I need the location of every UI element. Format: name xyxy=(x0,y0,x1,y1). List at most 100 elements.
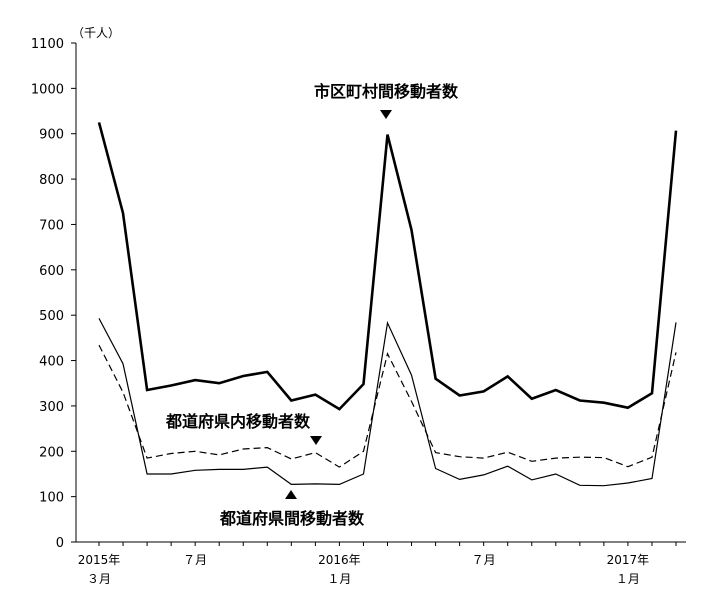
data-point-s0 xyxy=(411,229,413,231)
data-point-s2 xyxy=(242,469,244,471)
data-point-s1 xyxy=(603,457,605,459)
y-tick-label: 0 xyxy=(56,536,64,551)
data-point-s2 xyxy=(651,478,653,480)
data-point-s0 xyxy=(675,130,677,132)
data-point-s1 xyxy=(98,344,100,346)
data-point-s1 xyxy=(291,458,293,460)
data-point-s0 xyxy=(531,398,533,400)
series-line-2 xyxy=(98,318,677,487)
data-point-s2 xyxy=(194,470,196,472)
data-point-s2 xyxy=(218,469,220,471)
data-point-s2 xyxy=(627,482,629,484)
annotation-layer: 市区町村間移動者数 都道府県内移動者数 都道府県間移動者数 xyxy=(165,82,459,528)
data-point-s1 xyxy=(411,401,413,403)
data-point-s0 xyxy=(194,379,196,381)
data-point-s0 xyxy=(339,408,341,410)
data-point-s2 xyxy=(315,483,317,485)
data-point-s1 xyxy=(531,460,533,462)
data-point-s2 xyxy=(266,466,268,468)
data-point-s1 xyxy=(627,466,629,468)
data-point-s2 xyxy=(435,468,437,470)
data-point-s0 xyxy=(555,389,557,391)
data-point-s0 xyxy=(579,400,581,402)
annotation-municipal-label: 市区町村間移動者数 xyxy=(314,82,459,101)
y-tick-label: 700 xyxy=(39,218,64,233)
data-point-s2 xyxy=(411,374,413,376)
data-point-s0 xyxy=(363,383,365,385)
data-point-s0 xyxy=(435,378,437,380)
data-point-s0 xyxy=(459,395,461,397)
data-point-s2 xyxy=(507,465,509,467)
data-point-s1 xyxy=(507,451,509,453)
x-tick-label-month: １月 xyxy=(616,572,640,586)
y-tick-label: 300 xyxy=(39,400,64,415)
data-point-s2 xyxy=(531,479,533,481)
data-point-s1 xyxy=(363,450,365,452)
data-point-s2 xyxy=(146,473,148,475)
data-point-s0 xyxy=(507,376,509,378)
x-tick-label-month: ７月 xyxy=(472,553,496,567)
annotation-inter-prefecture-label: 都道府県間移動者数 xyxy=(219,509,365,528)
data-point-s1 xyxy=(122,392,124,394)
data-point-s1 xyxy=(387,353,389,355)
annotation-inter-prefecture-marker xyxy=(285,490,297,499)
data-point-s1 xyxy=(315,452,317,454)
data-point-s1 xyxy=(483,457,485,459)
data-point-s0 xyxy=(651,392,653,394)
data-point-s1 xyxy=(555,457,557,459)
data-point-s0 xyxy=(122,212,124,214)
x-tick-label-month: ７月 xyxy=(183,553,207,567)
data-point-s1 xyxy=(339,466,341,468)
x-tick-label-year: 2016年 xyxy=(318,553,361,567)
data-point-s0 xyxy=(315,394,317,396)
y-tick-label: 200 xyxy=(39,445,64,460)
x-tick-label-month: １月 xyxy=(327,572,351,586)
data-point-s0 xyxy=(146,389,148,391)
y-tick-label: 100 xyxy=(39,491,64,506)
y-tick-label: 800 xyxy=(39,173,64,188)
data-point-s1 xyxy=(675,352,677,354)
data-point-s2 xyxy=(122,363,124,365)
data-point-s1 xyxy=(579,456,581,458)
series-layer xyxy=(97,122,678,487)
data-point-s1 xyxy=(218,454,220,456)
y-tick-label: 1100 xyxy=(31,37,64,52)
data-point-s0 xyxy=(218,382,220,384)
data-point-s2 xyxy=(483,474,485,476)
data-point-s2 xyxy=(363,473,365,475)
x-axis: 2015年 ３月 ７月 2016年 １月 ７月 2017年 １月 xyxy=(76,541,686,586)
annotation-intra-prefecture-marker xyxy=(310,436,322,445)
data-point-s1 xyxy=(651,456,653,458)
data-point-s1 xyxy=(242,448,244,450)
y-tick-label: 600 xyxy=(39,264,64,279)
data-point-s0 xyxy=(170,385,172,387)
data-point-s1 xyxy=(194,450,196,452)
series-line-1 xyxy=(98,344,677,468)
data-point-s0 xyxy=(387,134,389,136)
data-point-s2 xyxy=(339,484,341,486)
y-tick-label: 1000 xyxy=(31,82,64,97)
x-tick-label-year: 2017年 xyxy=(607,553,650,567)
y-tick-label: 500 xyxy=(39,309,64,324)
data-point-s0 xyxy=(603,402,605,404)
data-point-s1 xyxy=(266,447,268,449)
y-tick-label: 900 xyxy=(39,128,64,143)
data-point-s2 xyxy=(555,473,557,475)
data-point-s2 xyxy=(170,473,172,475)
annotation-intra-prefecture-label: 都道府県内移動者数 xyxy=(165,412,311,431)
data-point-s1 xyxy=(146,457,148,459)
data-point-s2 xyxy=(579,484,581,486)
data-point-s0 xyxy=(266,371,268,373)
y-tick-label: 400 xyxy=(39,355,64,370)
data-point-s0 xyxy=(627,407,629,409)
data-point-s0 xyxy=(98,122,100,124)
data-point-s0 xyxy=(483,391,485,393)
data-point-s2 xyxy=(603,485,605,487)
annotation-municipal-marker xyxy=(380,110,392,119)
y-axis: 0 100 200 300 400 500 600 700 800 900 1000 1100 xyxy=(31,37,77,551)
data-point-s1 xyxy=(170,453,172,455)
y-axis-unit-label: （千人） xyxy=(72,26,120,40)
x-tick-label-year: 2015年 xyxy=(78,553,121,567)
